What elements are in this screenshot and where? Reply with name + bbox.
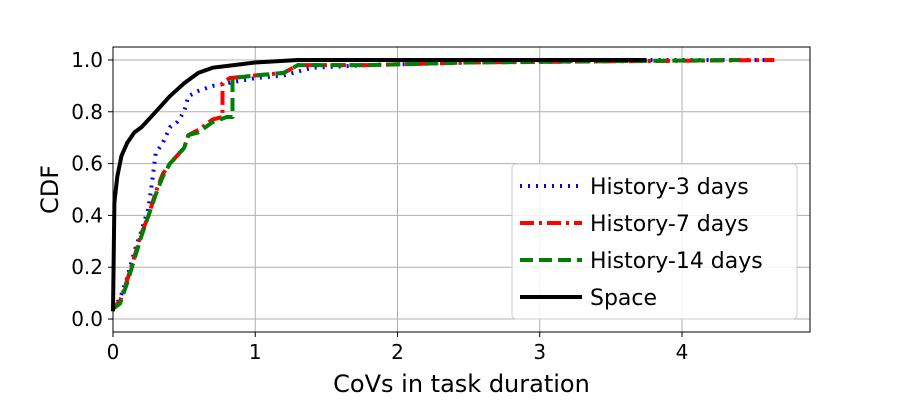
x-tick-label: 3 xyxy=(533,340,546,364)
legend: History-3 days History-7 days History-14 d… xyxy=(511,163,798,320)
y-tick-label: 1.0 xyxy=(71,48,103,72)
legend-label-history-3-days: History-3 days xyxy=(590,175,749,200)
y-tick-label: 0.0 xyxy=(71,307,103,331)
y-tick-label: 0.8 xyxy=(71,100,103,124)
x-tick-label: 0 xyxy=(107,340,120,364)
plot-area-frame xyxy=(112,46,811,333)
legend-box xyxy=(511,163,798,320)
y-tick-label: 0.2 xyxy=(71,255,103,279)
series-line-space xyxy=(111,58,647,312)
y-axis-title: CDF xyxy=(36,165,64,214)
y-tick-label: 0.4 xyxy=(71,203,103,227)
x-tick-label: 1 xyxy=(249,340,262,364)
legend-label-history-14-days: History-14 days xyxy=(590,249,763,274)
series-line-history-14-days xyxy=(111,58,739,311)
series-layer xyxy=(111,58,775,312)
x-tick-label: 2 xyxy=(391,340,404,364)
x-axis-title: CoVs in task duration xyxy=(333,370,590,398)
legend-label-space: Space xyxy=(590,286,657,311)
axis-ticks: 0 1 2 3 4 0.0 0.2 0.4 0.6 0.8 1.0 xyxy=(71,48,688,364)
y-tick-label: 0.6 xyxy=(71,152,103,176)
legend-label-history-7-days: History-7 days xyxy=(590,212,749,237)
x-tick-label: 4 xyxy=(676,340,689,364)
